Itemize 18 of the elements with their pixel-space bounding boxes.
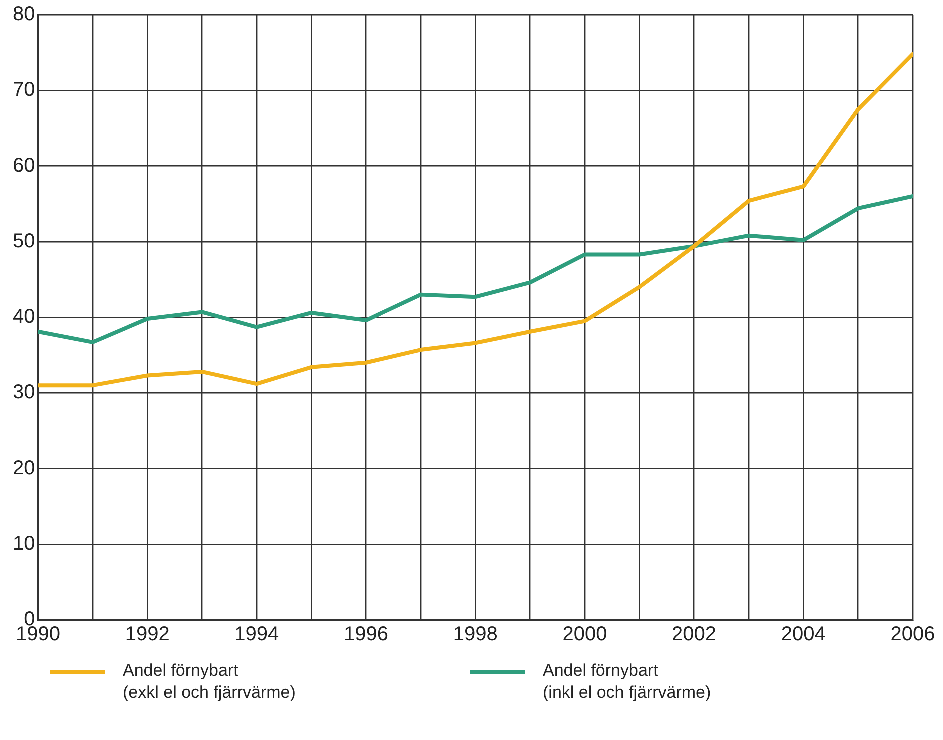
x-tick-label: 1998 — [453, 624, 498, 646]
x-tick-label: 1992 — [125, 624, 170, 646]
y-tick-label: 20 — [12, 457, 36, 480]
y-tick-label: 80 — [12, 4, 36, 26]
y-tick-label: 10 — [12, 532, 36, 555]
x-tick-label: 2006 — [890, 624, 936, 646]
y-tick-label: 40 — [12, 306, 36, 328]
x-tick-label: 2004 — [781, 624, 826, 646]
y-tick-label: 70 — [12, 79, 36, 102]
y-tick-label: 60 — [12, 154, 36, 177]
y-tick-label: 30 — [12, 382, 36, 404]
x-tick-label: 2002 — [672, 624, 717, 646]
x-tick-label: 1996 — [344, 624, 389, 646]
y-tick-label: 50 — [12, 230, 36, 252]
x-tick-label: 1994 — [234, 624, 280, 646]
legend-label: Andel förnybart (exkl el och fjärrvärme) — [123, 660, 296, 704]
legend-label: Andel förnybart (inkl el och fjärrvärme) — [543, 660, 712, 704]
x-tick-label: 2000 — [562, 624, 608, 646]
